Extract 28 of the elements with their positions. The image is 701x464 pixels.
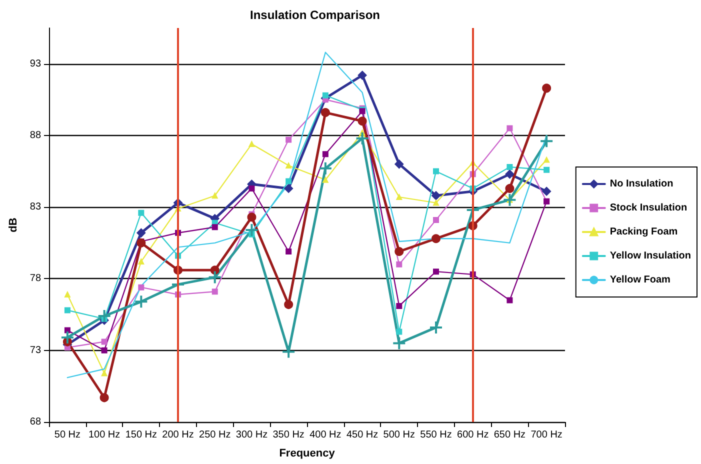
x-tick-label: 600 Hz (457, 430, 489, 440)
x-tick-label: 450 Hz (346, 430, 378, 440)
x-tick-label: 650 Hz (494, 430, 526, 440)
legend-label: No Insulation (610, 178, 674, 190)
y-tick-label: 93 (30, 58, 42, 70)
x-tick-label: 50 Hz (54, 430, 81, 440)
y-tick-label: 88 (30, 130, 42, 141)
x-tick-label: 200 Hz (162, 430, 194, 440)
y-tick-label: 68 (30, 416, 42, 428)
y-tick-label: 83 (30, 202, 42, 213)
x-tick-label: 100 Hz (88, 430, 120, 440)
legend-label: Packing Foam (610, 226, 678, 238)
x-axis-title: Frequency (279, 448, 336, 460)
legend-label: Yellow Foam (610, 274, 671, 286)
y-axis-title: dB (8, 218, 20, 232)
x-tick-label: 550 Hz (420, 430, 452, 440)
x-tick-label: 250 Hz (199, 430, 231, 440)
x-tick-label: 150 Hz (125, 430, 158, 440)
y-tick-label: 73 (30, 344, 42, 356)
y-tick-label: 78 (30, 273, 42, 284)
legend-label: Stock Insulation (610, 202, 688, 214)
x-tick-label: 400 Hz (310, 430, 342, 440)
x-tick-label: 500 Hz (383, 430, 415, 440)
x-tick-label: 700 Hz (530, 430, 562, 440)
legend-label: Yellow Insulation (610, 250, 691, 262)
x-tick-label: 300 Hz (236, 430, 268, 440)
chart-title: Insulation Comparison (250, 8, 380, 22)
x-tick-label: 350 Hz (272, 430, 304, 440)
